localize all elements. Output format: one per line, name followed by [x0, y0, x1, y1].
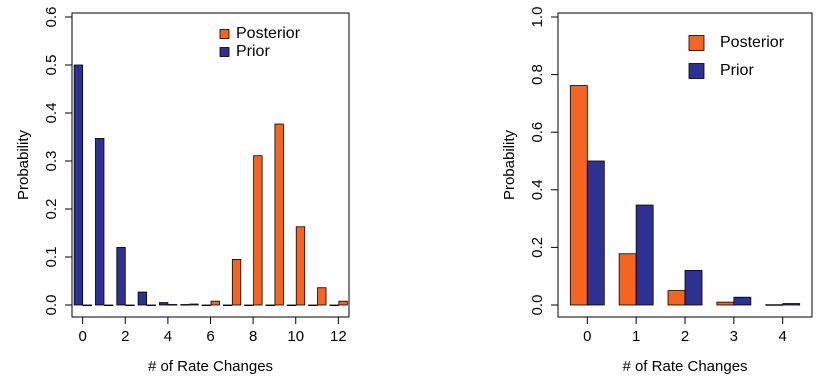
x-axis-label: # of Rate Changes [148, 358, 273, 375]
posterior-bar [274, 123, 284, 306]
y-axis-label: Probability [501, 129, 518, 200]
y-tick-label: 0.5 [43, 55, 60, 76]
prior-bar [73, 64, 84, 306]
y-tick-label: 0.1 [43, 247, 60, 268]
chart-2: 0.0 0.2 0.4 0.6 0.8 1.0 0 1 2 3 4 # of Rate Changes… [501, 7, 813, 375]
legend: Posterior Prior [688, 34, 785, 79]
y-tick-label: 0.2 [529, 237, 546, 258]
prior-bar [158, 302, 169, 306]
posterior-bar [231, 258, 242, 306]
x-tick-label: 2 [121, 328, 129, 345]
x-tick-label: 3 [730, 328, 738, 345]
prior-bar [222, 304, 233, 307]
y-tick-label: 0.0 [43, 295, 60, 316]
legend-label-prior: Prior [236, 43, 270, 60]
x-tick-label: 2 [681, 328, 689, 345]
y-tick-label: 0.4 [529, 179, 546, 200]
y-tick-label: 0.6 [43, 7, 60, 28]
posterior-bar [82, 304, 93, 307]
legend-swatch-prior [688, 63, 705, 79]
prior-bar [244, 304, 254, 307]
posterior-bar [765, 304, 784, 306]
posterior-bar [253, 155, 263, 306]
prior-bar [733, 296, 752, 306]
posterior-bar [569, 85, 588, 306]
prior-bar [137, 291, 147, 306]
posterior-bar [618, 253, 637, 306]
legend-swatch-posterior [219, 29, 230, 39]
prior-bar [286, 304, 297, 307]
prior-bar [95, 138, 105, 306]
prior-bar [201, 304, 211, 307]
prior-bar [265, 304, 275, 307]
legend-label-posterior: Posterior [720, 34, 785, 51]
y-tick-label: 0.4 [43, 103, 60, 124]
y-axis-label: Probability [15, 129, 32, 200]
y-tick-label: 0.6 [529, 122, 546, 143]
prior-bar [635, 204, 654, 306]
prior-bar [308, 304, 318, 307]
prior-bar [180, 304, 190, 306]
posterior-bar [189, 303, 199, 306]
posterior-bar [295, 226, 306, 306]
posterior-bar [167, 304, 178, 306]
y-tick-label: 0.3 [43, 151, 60, 172]
prior-bar [782, 303, 801, 306]
prior-bar [684, 270, 703, 306]
x-tick-label: 0 [583, 328, 591, 345]
x-tick-label: 8 [249, 328, 257, 345]
y-tick-label: 0.2 [43, 199, 60, 220]
legend-label-posterior: Posterior [236, 25, 301, 42]
prior-bar [116, 246, 126, 306]
posterior-bar [338, 300, 348, 306]
prior-bar [329, 304, 339, 307]
prior-bar [586, 160, 605, 306]
chart-1: 0.0 0.1 0.2 0.3 0.4 0.5 0.6 0 2 4 6 8 10 12 # of Rate … [15, 7, 350, 375]
plot-frame [71, 12, 350, 318]
x-tick-label: 1 [632, 328, 640, 345]
posterior-bar [716, 301, 735, 306]
posterior-bar [667, 290, 686, 306]
x-tick-label: 6 [206, 328, 214, 345]
posterior-bar [125, 304, 135, 307]
y-tick-label: 1.0 [529, 7, 546, 28]
legend-swatch-posterior [688, 35, 705, 51]
legend-label-prior: Prior [720, 62, 754, 79]
x-tick-label: 12 [330, 328, 347, 345]
posterior-bar [104, 304, 114, 307]
x-tick-label: 4 [164, 328, 172, 345]
posterior-bar [317, 287, 327, 306]
posterior-bar [146, 304, 156, 307]
x-tick-label: 0 [78, 328, 86, 345]
posterior-bar [210, 300, 220, 306]
y-tick-label: 0.0 [529, 295, 546, 316]
y-tick-label: 0.8 [529, 64, 546, 85]
legend-swatch-prior [219, 47, 230, 57]
x-axis-label: # of Rate Changes [622, 358, 747, 375]
x-tick-label: 10 [287, 328, 304, 345]
x-tick-label: 4 [779, 328, 787, 345]
